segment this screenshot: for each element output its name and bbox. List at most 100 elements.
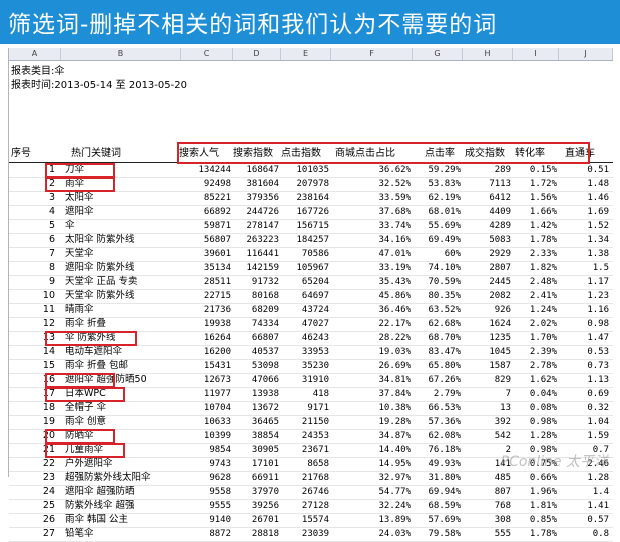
cell-mall-click-ratio[interactable]: 33.19% bbox=[331, 261, 411, 275]
cell-search-popularity[interactable]: 12673 bbox=[181, 373, 231, 387]
cell-search-popularity[interactable]: 66892 bbox=[181, 205, 231, 219]
cell-mall-click-ratio[interactable]: 19.28% bbox=[331, 415, 411, 429]
cell-click-index[interactable]: 101035 bbox=[281, 163, 329, 177]
cell-click-rate[interactable]: 67.26% bbox=[413, 373, 461, 387]
cell-conversion-rate[interactable]: 0.85% bbox=[513, 513, 557, 527]
cell-click-rate[interactable]: 62.08% bbox=[413, 429, 461, 443]
cell-conversion-rate[interactable]: 1.42% bbox=[513, 219, 557, 233]
cell-through-train[interactable]: 0.53 bbox=[559, 345, 609, 359]
cell-conversion-rate[interactable]: 0.08% bbox=[513, 401, 557, 415]
cell-click-rate[interactable]: 2.79% bbox=[413, 387, 461, 401]
cell-click-rate[interactable]: 79.58% bbox=[413, 527, 461, 541]
cell-mall-click-ratio[interactable]: 47.01% bbox=[331, 247, 411, 261]
cell-click-index[interactable]: 15574 bbox=[281, 513, 329, 527]
cell-click-index[interactable]: 207978 bbox=[281, 177, 329, 191]
cell-mall-click-ratio[interactable]: 28.22% bbox=[331, 331, 411, 345]
cell-deal-index[interactable]: 13 bbox=[463, 401, 511, 415]
cell-conversion-rate[interactable]: 1.78% bbox=[513, 527, 557, 541]
cell-search-popularity[interactable]: 35134 bbox=[181, 261, 231, 275]
cell-through-train[interactable]: 0.69 bbox=[559, 387, 609, 401]
cell-click-index[interactable]: 9171 bbox=[281, 401, 329, 415]
cell-click-index[interactable]: 23039 bbox=[281, 527, 329, 541]
cell-index[interactable]: 9 bbox=[9, 275, 55, 289]
cell-search-popularity[interactable]: 39601 bbox=[181, 247, 231, 261]
cell-index[interactable]: 26 bbox=[9, 513, 55, 527]
cell-mall-click-ratio[interactable]: 35.43% bbox=[331, 275, 411, 289]
cell-keyword[interactable]: 伞 防紫外线 bbox=[61, 331, 185, 345]
cell-click-rate[interactable]: 63.52% bbox=[413, 303, 461, 317]
cell-search-popularity[interactable]: 9743 bbox=[181, 457, 231, 471]
cell-mall-click-ratio[interactable]: 32.97% bbox=[331, 471, 411, 485]
cell-search-index[interactable]: 116441 bbox=[233, 247, 279, 261]
cell-mall-click-ratio[interactable]: 34.87% bbox=[331, 429, 411, 443]
cell-search-index[interactable]: 39256 bbox=[233, 499, 279, 513]
cell-search-popularity[interactable]: 22715 bbox=[181, 289, 231, 303]
cell-through-train[interactable]: 1.04 bbox=[559, 415, 609, 429]
cell-index[interactable]: 21 bbox=[9, 443, 55, 457]
cell-through-train[interactable]: 0.57 bbox=[559, 513, 609, 527]
cell-search-popularity[interactable]: 9140 bbox=[181, 513, 231, 527]
cell-click-index[interactable]: 27128 bbox=[281, 499, 329, 513]
cell-conversion-rate[interactable]: 1.72% bbox=[513, 177, 557, 191]
cell-keyword[interactable]: 晴雨伞 bbox=[61, 303, 185, 317]
cell-click-rate[interactable]: 69.49% bbox=[413, 233, 461, 247]
cell-keyword[interactable]: 儿童雨伞 bbox=[61, 443, 185, 457]
cell-deal-index[interactable]: 7 bbox=[463, 387, 511, 401]
cell-conversion-rate[interactable]: 1.70% bbox=[513, 331, 557, 345]
cell-search-popularity[interactable]: 15431 bbox=[181, 359, 231, 373]
cell-click-index[interactable]: 65204 bbox=[281, 275, 329, 289]
column-letter-g[interactable]: G bbox=[413, 48, 463, 60]
cell-through-train[interactable]: 1.41 bbox=[559, 499, 609, 513]
column-letter-a[interactable]: A bbox=[9, 48, 61, 60]
cell-click-rate[interactable]: 57.36% bbox=[413, 415, 461, 429]
cell-index[interactable]: 27 bbox=[9, 527, 55, 541]
cell-through-train[interactable]: 1.23 bbox=[559, 289, 609, 303]
cell-deal-index[interactable]: 485 bbox=[463, 471, 511, 485]
cell-search-index[interactable]: 17101 bbox=[233, 457, 279, 471]
cell-conversion-rate[interactable]: 0.66% bbox=[513, 471, 557, 485]
cell-deal-index[interactable]: 1045 bbox=[463, 345, 511, 359]
cell-index[interactable]: 1 bbox=[9, 163, 55, 177]
cell-conversion-rate[interactable]: 0.15% bbox=[513, 163, 557, 177]
cell-click-rate[interactable]: 80.35% bbox=[413, 289, 461, 303]
cell-mall-click-ratio[interactable]: 10.38% bbox=[331, 401, 411, 415]
cell-mall-click-ratio[interactable]: 34.16% bbox=[331, 233, 411, 247]
cell-click-index[interactable]: 21768 bbox=[281, 471, 329, 485]
cell-index[interactable]: 18 bbox=[9, 401, 55, 415]
cell-keyword[interactable]: 雨伞 韩国 公主 bbox=[61, 513, 185, 527]
column-letter-h[interactable]: H bbox=[463, 48, 513, 60]
cell-index[interactable]: 24 bbox=[9, 485, 55, 499]
cell-click-index[interactable]: 184257 bbox=[281, 233, 329, 247]
cell-index[interactable]: 19 bbox=[9, 415, 55, 429]
cell-keyword[interactable]: 超强防紫外线太阳伞 bbox=[61, 471, 185, 485]
cell-deal-index[interactable]: 7113 bbox=[463, 177, 511, 191]
cell-index[interactable]: 14 bbox=[9, 345, 55, 359]
cell-search-index[interactable]: 36465 bbox=[233, 415, 279, 429]
cell-deal-index[interactable]: 768 bbox=[463, 499, 511, 513]
cell-mall-click-ratio[interactable]: 32.24% bbox=[331, 499, 411, 513]
cell-index[interactable]: 15 bbox=[9, 359, 55, 373]
cell-deal-index[interactable]: 1624 bbox=[463, 317, 511, 331]
cell-index[interactable]: 3 bbox=[9, 191, 55, 205]
cell-through-train[interactable]: 0.73 bbox=[559, 359, 609, 373]
cell-search-index[interactable]: 26701 bbox=[233, 513, 279, 527]
cell-conversion-rate[interactable]: 2.78% bbox=[513, 359, 557, 373]
cell-search-index[interactable]: 168647 bbox=[233, 163, 279, 177]
cell-click-rate[interactable]: 65.80% bbox=[413, 359, 461, 373]
cell-conversion-rate[interactable]: 1.81% bbox=[513, 499, 557, 513]
cell-index[interactable]: 12 bbox=[9, 317, 55, 331]
cell-deal-index[interactable]: 829 bbox=[463, 373, 511, 387]
cell-index[interactable]: 16 bbox=[9, 373, 55, 387]
cell-click-index[interactable]: 70586 bbox=[281, 247, 329, 261]
cell-index[interactable]: 8 bbox=[9, 261, 55, 275]
cell-deal-index[interactable]: 542 bbox=[463, 429, 511, 443]
cell-click-index[interactable]: 35230 bbox=[281, 359, 329, 373]
cell-keyword[interactable]: 伞 bbox=[61, 219, 185, 233]
cell-search-index[interactable]: 66911 bbox=[233, 471, 279, 485]
cell-click-index[interactable]: 47027 bbox=[281, 317, 329, 331]
cell-click-index[interactable]: 24353 bbox=[281, 429, 329, 443]
cell-search-index[interactable]: 66807 bbox=[233, 331, 279, 345]
cell-conversion-rate[interactable]: 1.56% bbox=[513, 191, 557, 205]
cell-mall-click-ratio[interactable]: 13.89% bbox=[331, 513, 411, 527]
cell-keyword[interactable]: 电动车遮阳伞 bbox=[61, 345, 185, 359]
